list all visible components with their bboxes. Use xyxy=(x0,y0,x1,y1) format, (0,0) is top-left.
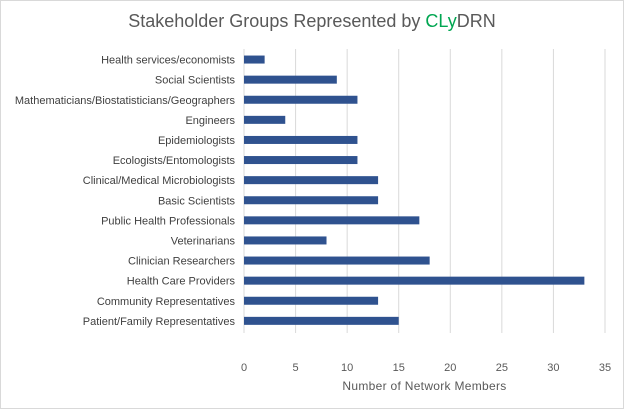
bar xyxy=(244,296,379,305)
category-label: Health Care Providers xyxy=(127,276,236,288)
bar xyxy=(244,115,286,124)
x-tick-label: 5 xyxy=(293,362,299,374)
category-label: Epidemiologists xyxy=(158,135,236,147)
x-axis-title: Number of Network Members xyxy=(342,379,506,393)
bar xyxy=(244,156,358,165)
bar xyxy=(244,55,265,64)
x-tick-label: 25 xyxy=(496,362,508,374)
chart-title-accent: CLy xyxy=(425,11,457,31)
bar xyxy=(244,176,379,185)
category-label: Ecologists/Entomologists xyxy=(113,155,236,167)
bar xyxy=(244,196,379,205)
category-label: Basic Scientists xyxy=(158,195,236,207)
x-tick-label: 35 xyxy=(599,362,611,374)
bar xyxy=(244,216,420,225)
category-label: Clinical/Medical Microbiologists xyxy=(83,175,236,187)
chart-title: Stakeholder Groups Represented by CLyDRN xyxy=(1,11,623,32)
category-label: Community Representatives xyxy=(97,296,236,308)
category-label: Health services/economists xyxy=(101,55,235,67)
category-label: Public Health Professionals xyxy=(101,215,235,227)
category-label: Clinician Researchers xyxy=(128,256,235,268)
bar xyxy=(244,75,337,84)
x-tick-label: 30 xyxy=(547,362,559,374)
chart-title-text: Stakeholder Groups Represented by xyxy=(128,11,426,31)
bar xyxy=(244,236,327,245)
bar xyxy=(244,316,399,325)
x-tick-label: 0 xyxy=(241,362,247,374)
bar xyxy=(244,276,585,285)
bar xyxy=(244,135,358,144)
category-label: Mathematicians/Biostatisticians/Geograph… xyxy=(15,95,236,107)
x-tick-label: 10 xyxy=(341,362,353,374)
category-label: Social Scientists xyxy=(155,75,236,87)
x-tick-label: 15 xyxy=(393,362,405,374)
bar xyxy=(244,95,358,104)
chart-title-suffix: DRN xyxy=(456,11,496,31)
bar xyxy=(244,256,430,265)
x-tick-label: 20 xyxy=(444,362,456,374)
category-label: Engineers xyxy=(185,115,235,127)
category-label: Patient/Family Representatives xyxy=(83,316,236,328)
category-label: Veterinarians xyxy=(171,235,236,247)
